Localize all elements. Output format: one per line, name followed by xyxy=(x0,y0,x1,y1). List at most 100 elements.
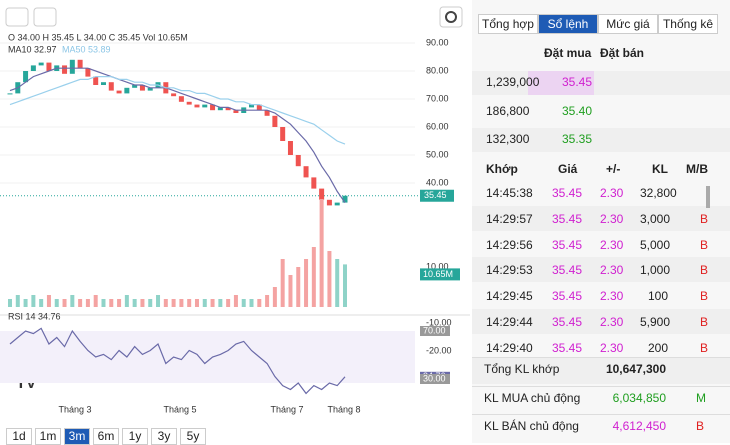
candle xyxy=(38,62,44,66)
side-panel: Tổng hợp Sổ lệnh Mức giá Thống kê Đặt mua Đặt… xyxy=(472,0,730,443)
trade-cell: 1,000 xyxy=(640,263,671,278)
trade-row xyxy=(472,334,730,354)
summary-value: 10,647,300 xyxy=(605,362,666,376)
trade-cell: 35.45 xyxy=(552,186,583,200)
trade-cell: 5,000 xyxy=(640,237,671,252)
volume-bar xyxy=(62,299,67,307)
volume-bar xyxy=(327,251,332,307)
trade-cell: B xyxy=(700,289,709,304)
summary-label: KL MUA chủ động xyxy=(484,390,581,405)
trade-cell: 35.45 xyxy=(552,263,583,278)
candle xyxy=(194,104,200,108)
candle xyxy=(295,155,301,167)
candle xyxy=(46,62,52,71)
volume-bar xyxy=(15,295,20,307)
bid-volume: 132,300 xyxy=(486,132,530,146)
trade-cell: B xyxy=(700,237,709,252)
volume-bar xyxy=(70,295,75,307)
candle xyxy=(342,195,348,203)
legend-rsi: RSI 14 34.76 xyxy=(8,311,61,321)
candle xyxy=(186,101,192,105)
volume-bar xyxy=(46,295,51,307)
candle xyxy=(217,107,223,111)
trade-list: 14:45:38 35.45 2.30 32,800 14:29:57 35.45 2.30… xyxy=(472,180,730,354)
settings-icon[interactable] xyxy=(439,6,463,28)
trade-cell: 2.30 xyxy=(600,211,624,226)
volume-bar xyxy=(194,299,199,307)
trade-cell: B xyxy=(700,211,709,226)
candle xyxy=(256,104,262,111)
tab[interactable]: Tổng hợp xyxy=(478,14,538,34)
rsi-band xyxy=(0,331,415,383)
trade-header: M/B xyxy=(686,162,708,176)
y-tick-label: 50.00 xyxy=(426,149,449,159)
volume-bar xyxy=(124,295,129,307)
volume-bar xyxy=(179,299,184,307)
tab[interactable]: Thống kê xyxy=(658,14,718,34)
candle xyxy=(62,65,68,74)
bid-depth xyxy=(528,71,594,95)
volume-bar xyxy=(311,247,316,307)
candle xyxy=(139,85,145,91)
trade-cell: 14:29:57 xyxy=(486,211,533,226)
candle xyxy=(202,104,208,108)
candle xyxy=(225,107,231,111)
rsi-axis-label: -20.00 xyxy=(426,345,452,355)
summary-row xyxy=(472,414,730,441)
trade-row xyxy=(472,257,730,283)
legend-ma10: MA10 32.97 xyxy=(8,44,57,54)
indicator-icon[interactable] xyxy=(33,7,57,27)
y-tick-label: 40.00 xyxy=(426,177,449,187)
volume-tick-label: 10.00 xyxy=(426,261,449,271)
candle xyxy=(147,87,153,91)
trade-row xyxy=(472,205,730,231)
chart-panel: TV 90.0080.0070.0060.0050.0040.0035.4510… xyxy=(0,6,470,414)
tab[interactable]: Sổ lệnh xyxy=(538,14,598,34)
period-button[interactable]: 1y xyxy=(122,428,148,445)
rsi-badge xyxy=(420,374,450,384)
order-row xyxy=(472,71,730,95)
candle-icon[interactable] xyxy=(5,7,29,27)
trade-row xyxy=(472,309,730,334)
candle xyxy=(249,104,255,108)
volume-bar xyxy=(241,299,246,307)
volume-bar xyxy=(233,295,238,307)
volume-bar xyxy=(265,295,270,307)
candle xyxy=(77,59,83,69)
trade-cell: 2.30 xyxy=(600,315,624,329)
volume-bar xyxy=(117,299,122,307)
period-button[interactable]: 1m xyxy=(35,428,61,445)
tab[interactable]: Mức giá xyxy=(598,14,658,34)
volume-bar xyxy=(85,299,90,307)
volume-bar xyxy=(343,264,347,307)
trade-cell: 2.30 xyxy=(600,263,624,278)
candle xyxy=(108,82,114,91)
bid-price: 35.35 xyxy=(562,132,593,146)
period-button[interactable]: 3y xyxy=(151,428,177,445)
scrollbar xyxy=(706,186,710,208)
order-row xyxy=(472,128,730,152)
trade-row xyxy=(472,180,730,205)
volume-bar xyxy=(140,299,145,307)
bid-header: Đặt mua xyxy=(544,46,592,60)
period-button[interactable]: 5y xyxy=(180,428,206,445)
candle xyxy=(100,82,106,85)
volume-bar xyxy=(187,299,192,307)
candle xyxy=(319,188,325,200)
volume-bar xyxy=(257,299,262,307)
candle xyxy=(264,110,270,116)
trade-cell: 14:29:53 xyxy=(486,263,533,278)
candle xyxy=(23,71,29,83)
x-tick-label: Tháng 3 xyxy=(58,404,91,414)
period-button[interactable]: 3m xyxy=(64,428,90,445)
y-tick-label: 60.00 xyxy=(426,121,449,131)
volume-bar xyxy=(335,259,340,307)
volume-bar xyxy=(272,287,277,307)
candle xyxy=(7,93,13,95)
trade-cell: 14:45:38 xyxy=(486,186,533,200)
legend-ohlc: O 34.00 H 35.45 L 34.00 C 35.45 Vol 10.6… xyxy=(8,32,188,42)
period-button[interactable]: 1d xyxy=(6,428,32,445)
trade-cell: B xyxy=(700,340,709,354)
trade-cell: 14:29:44 xyxy=(486,315,533,329)
period-button[interactable]: 6m xyxy=(93,428,119,445)
